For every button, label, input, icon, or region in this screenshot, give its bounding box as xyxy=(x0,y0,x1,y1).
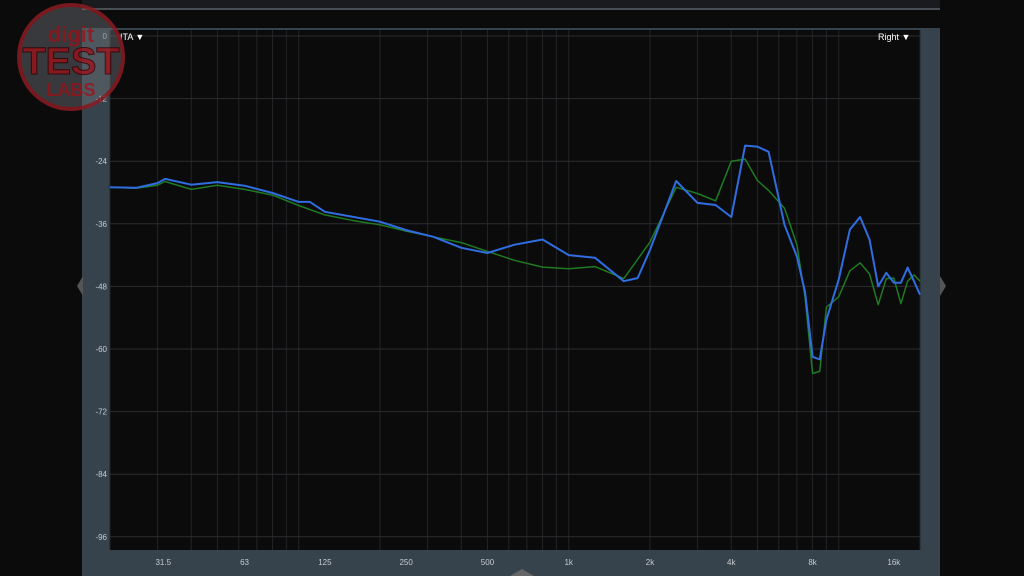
bottom-scroll-arrow[interactable] xyxy=(510,569,534,576)
top-bar xyxy=(82,0,940,10)
svg-text:TEST: TEST xyxy=(22,41,119,83)
y-tick-label: -24 xyxy=(95,157,107,166)
x-tick-label: 31.5 xyxy=(155,558,171,567)
x-tick-label: 2k xyxy=(646,558,655,567)
grid xyxy=(109,30,921,550)
y-tick-label: -84 xyxy=(95,470,107,479)
x-tick-label: 16k xyxy=(887,558,901,567)
left-scroll-arrow[interactable] xyxy=(77,276,83,296)
digit-test-labs-logo: digit TEST LABS xyxy=(17,3,125,111)
x-tick-label: 500 xyxy=(481,558,495,567)
x-tick-label: 1k xyxy=(564,558,573,567)
y-tick-label: -48 xyxy=(95,282,107,291)
x-tick-label: 63 xyxy=(240,558,249,567)
plot-area xyxy=(110,30,920,550)
right-channel-selector[interactable]: Right ▼ xyxy=(878,32,911,42)
x-tick-label: 250 xyxy=(399,558,413,567)
y-tick-label: 0 xyxy=(103,32,108,41)
svg-text:LABS: LABS xyxy=(47,80,96,100)
x-tick-label: 4k xyxy=(727,558,736,567)
y-tick-label: -60 xyxy=(95,345,107,354)
series-lines xyxy=(109,144,921,375)
y-tick-label: -96 xyxy=(95,533,107,542)
series-line-2 xyxy=(109,158,921,375)
x-tick-label: 8k xyxy=(808,558,817,567)
x-tick-label: 125 xyxy=(318,558,332,567)
svg-text:digit: digit xyxy=(48,22,95,47)
y-tick-label: -36 xyxy=(95,220,107,229)
left-channel-selector[interactable]: ITA ▼ xyxy=(120,32,145,42)
y-tick-label: -72 xyxy=(95,408,107,417)
x-axis-ticks: 31.5 63 125 250 500 1k 2k 4k 8k 16k xyxy=(155,558,901,567)
series-line-1 xyxy=(109,144,921,361)
right-scroll-arrow[interactable] xyxy=(940,276,946,296)
